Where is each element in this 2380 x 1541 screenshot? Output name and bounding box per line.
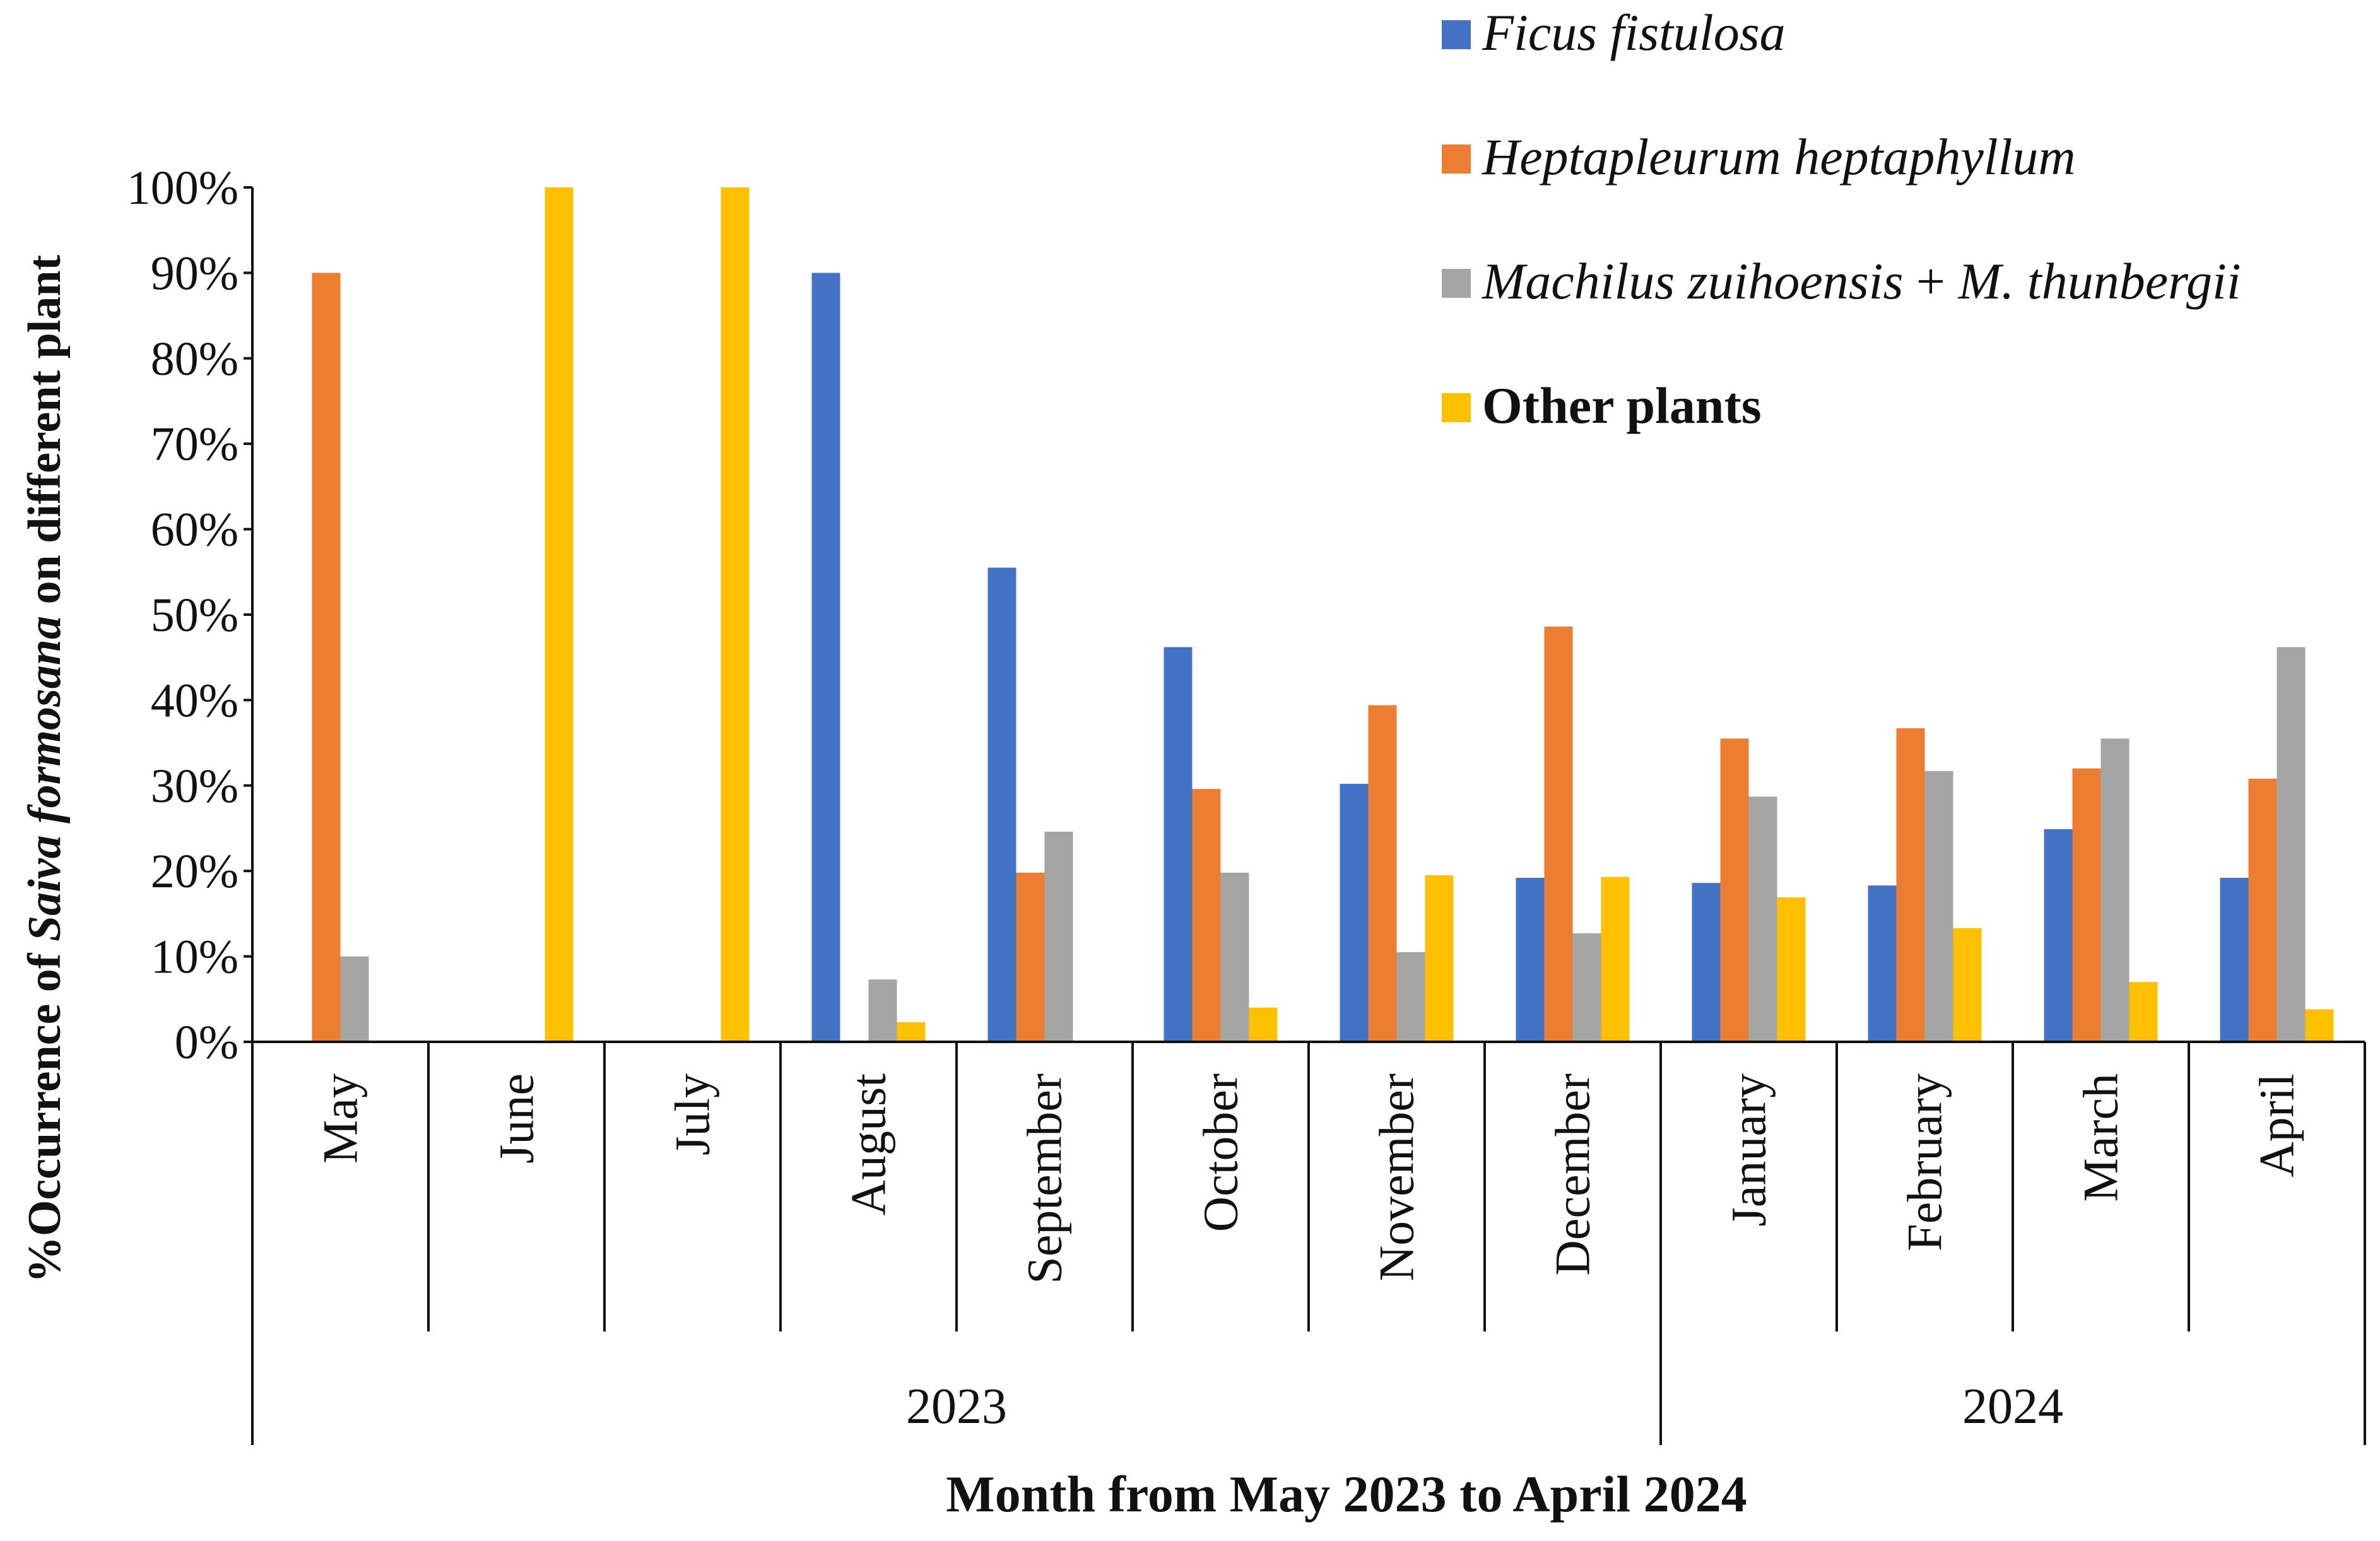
bar <box>1516 878 1545 1042</box>
legend-label-part: M. thunbergii <box>1958 252 2241 310</box>
legend: Ficus fistulosa Heptapleurum heptaphyllum… <box>1442 4 2241 434</box>
y-axis-title: %Occurrence of Saiva formosana on differ… <box>19 255 71 1284</box>
year-label: 2024 <box>1962 1379 2063 1434</box>
legend-label: Other plants <box>1482 377 1762 434</box>
bar <box>1425 875 1454 1042</box>
bar <box>1748 796 1777 1042</box>
y-tick-label: 80% <box>151 333 239 386</box>
bar <box>2100 738 2130 1042</box>
legend-label-part: + <box>1903 252 1958 310</box>
bar <box>1016 872 1045 1042</box>
y-tick-label: 30% <box>151 760 239 813</box>
x-axis: May June July August September October Novembe… <box>251 1041 2366 1445</box>
bar <box>811 273 840 1042</box>
month-label: August <box>841 1073 896 1216</box>
y-axis-title-part: %Occurrence of <box>19 942 71 1283</box>
y-tick-label: 100% <box>127 162 239 215</box>
legend-label: Ficus fistulosa <box>1482 4 1786 61</box>
bar <box>545 187 574 1042</box>
y-axis-title-part: Saiva formosana <box>19 616 71 942</box>
y-tick-label: 20% <box>151 845 239 898</box>
legend-swatch <box>1442 269 1471 298</box>
legend-label-part: Other plants <box>1482 377 1762 434</box>
y-tick-label: 10% <box>151 931 239 984</box>
month-label: March <box>2073 1073 2128 1202</box>
month-label: April <box>2249 1073 2304 1178</box>
month-label: September <box>1017 1073 1072 1284</box>
legend-label: Heptapleurum heptaphyllum <box>1482 128 2076 186</box>
bar <box>2129 982 2158 1042</box>
month-label: July <box>665 1073 720 1155</box>
bar <box>1396 952 1425 1042</box>
y-axis: 0% 10% 20% 30% 40% 50% 60% 70% 80% 90% 100% <box>127 162 254 1069</box>
month-label: February <box>1897 1073 1952 1251</box>
y-tick-label: 40% <box>151 674 239 727</box>
bar <box>2220 878 2249 1042</box>
legend-swatch <box>1442 145 1471 174</box>
bar <box>1340 784 1369 1042</box>
axis-titles: Month from May 2023 to April 2024 %Occurr… <box>19 255 1747 1523</box>
month-label: November <box>1369 1073 1424 1281</box>
bar <box>1777 897 1806 1042</box>
bar <box>1220 872 1249 1042</box>
bar <box>987 567 1016 1042</box>
y-axis-title-part: on different plant <box>19 255 71 617</box>
bar <box>1953 928 1982 1042</box>
legend-label-part: Heptapleurum heptaphyllum <box>1482 128 2076 186</box>
month-label: June <box>489 1073 544 1164</box>
bars <box>312 187 2334 1042</box>
bar <box>1044 831 1073 1042</box>
legend-label-part: Machilus zuihoensis <box>1482 252 1903 310</box>
month-label: May <box>313 1073 368 1164</box>
bar <box>1868 885 1897 1042</box>
bar <box>2277 647 2306 1042</box>
legend-swatch <box>1442 20 1471 49</box>
bar <box>1572 933 1601 1042</box>
bar <box>1896 728 1925 1042</box>
legend-label-part: Ficus fistulosa <box>1482 4 1786 61</box>
bar <box>1544 626 1573 1042</box>
bar <box>1368 705 1397 1042</box>
bar <box>1720 738 1749 1042</box>
bar <box>1601 877 1630 1042</box>
bar <box>2305 1009 2334 1042</box>
year-label: 2023 <box>906 1379 1007 1434</box>
bar <box>897 1022 926 1042</box>
bar <box>2072 768 2101 1042</box>
x-axis-title: Month from May 2023 to April 2024 <box>946 1465 1747 1523</box>
bar <box>2248 778 2277 1042</box>
y-tick-label: 70% <box>151 418 239 471</box>
legend-label: Machilus zuihoensis + M. thunbergii <box>1482 252 2241 310</box>
bar <box>1192 789 1221 1042</box>
month-label: January <box>1721 1073 1776 1227</box>
bar <box>1692 883 1721 1042</box>
bar <box>340 956 369 1042</box>
bar <box>1163 647 1193 1042</box>
bar <box>312 273 341 1042</box>
bar <box>1924 770 1953 1042</box>
y-tick-label: 60% <box>151 504 239 557</box>
bar <box>868 979 897 1042</box>
y-tick-label: 50% <box>151 589 239 642</box>
y-tick-label: 90% <box>151 247 239 300</box>
month-label: October <box>1193 1073 1248 1232</box>
bar <box>2044 829 2073 1042</box>
legend-swatch <box>1442 393 1471 422</box>
bar <box>1249 1007 1278 1042</box>
y-tick-label: 0% <box>175 1016 239 1069</box>
month-label: December <box>1545 1073 1600 1275</box>
bar <box>721 187 750 1042</box>
